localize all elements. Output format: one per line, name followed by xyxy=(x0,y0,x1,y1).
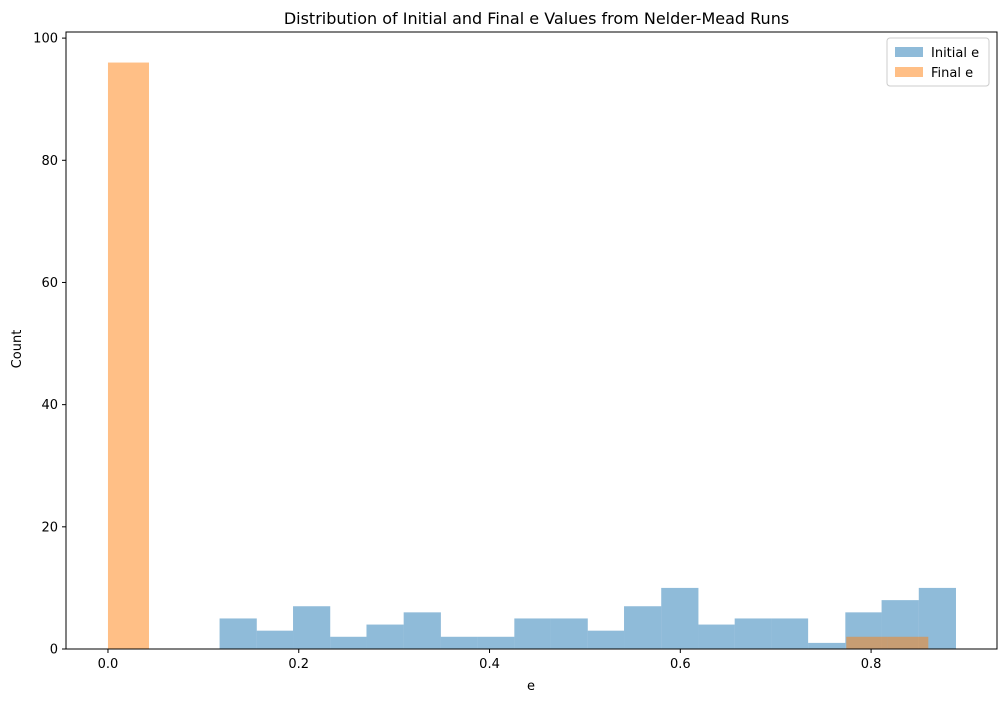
bar-initial-12 xyxy=(661,587,699,649)
legend-label-initial: Initial e xyxy=(931,46,979,61)
bar-final-19 xyxy=(887,636,929,649)
bar-initial-7 xyxy=(477,636,515,649)
y-tick-label-4: 80 xyxy=(41,154,58,169)
y-axis-label: Count xyxy=(10,330,25,369)
bar-initial-16 xyxy=(808,642,846,649)
chart-title: Distribution of Initial and Final e Valu… xyxy=(284,9,789,28)
bar-final-18 xyxy=(846,636,888,649)
bar-initial-8 xyxy=(514,618,551,649)
x-tick-label-4: 0.8 xyxy=(861,657,882,672)
y-tick-label-0: 0 xyxy=(50,643,58,658)
bar-initial-15 xyxy=(771,618,809,649)
y-tick-label-1: 20 xyxy=(41,520,58,535)
x-tick-label-2: 0.4 xyxy=(479,657,500,672)
bar-initial-10 xyxy=(587,630,625,649)
legend: Initial e Final e xyxy=(886,37,990,87)
x-axis-label: e xyxy=(527,679,535,694)
y-tick-label-3: 60 xyxy=(41,276,58,291)
bar-initial-14 xyxy=(734,618,772,649)
legend-swatch-final xyxy=(895,67,923,77)
bar-initial-6 xyxy=(440,636,478,649)
x-tick-label-1: 0.2 xyxy=(288,657,309,672)
axes-frame xyxy=(65,31,998,650)
bar-initial-11 xyxy=(624,606,662,649)
y-tick-label-2: 40 xyxy=(41,398,58,413)
bar-initial-1 xyxy=(256,630,294,649)
legend-swatch-initial xyxy=(895,47,923,57)
bar-initial-0 xyxy=(219,618,257,649)
axes-group: 0.0 0.2 0.4 0.6 0.8 0 20 40 60 80 100 xyxy=(33,31,998,672)
bar-initial-5 xyxy=(403,612,441,649)
bar-initial-4 xyxy=(366,624,404,649)
bar-initial-3 xyxy=(330,636,367,649)
bars-group xyxy=(107,62,956,649)
y-tick-label-5: 100 xyxy=(33,32,58,47)
legend-label-final: Final e xyxy=(931,66,973,81)
bar-initial-2 xyxy=(293,606,331,649)
x-tick-label-3: 0.6 xyxy=(670,657,691,672)
bar-initial-9 xyxy=(550,618,588,649)
x-tick-label-0: 0.0 xyxy=(98,657,119,672)
bar-final-0 xyxy=(107,62,149,649)
bar-initial-13 xyxy=(698,624,735,649)
